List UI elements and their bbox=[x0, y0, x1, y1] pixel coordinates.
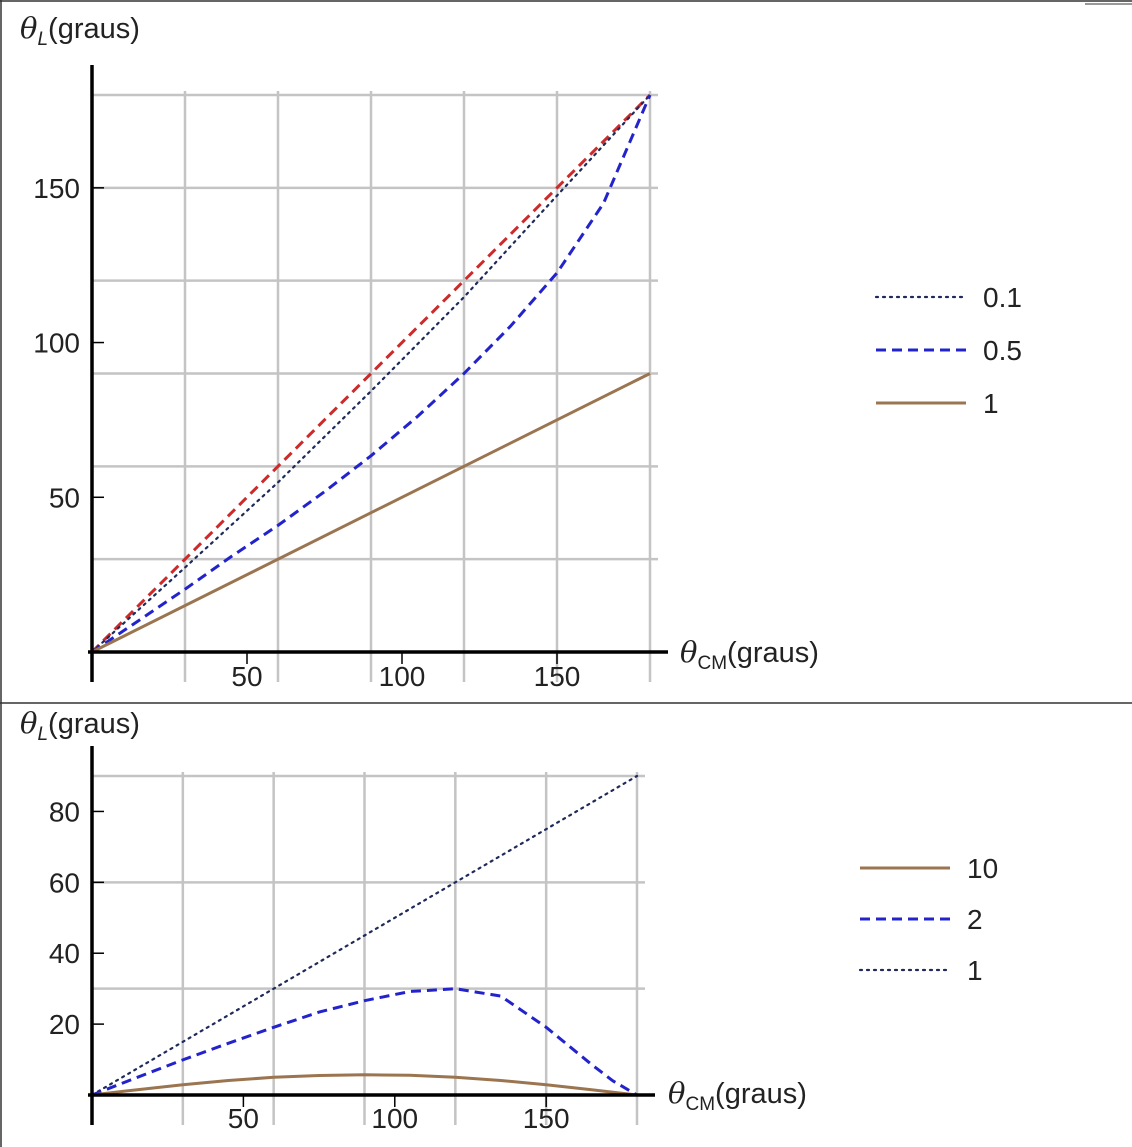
series-line-0.1 bbox=[90, 93, 652, 654]
x-tick-label: 150 bbox=[523, 1103, 570, 1134]
y-axis-label-bottom: θL(graus) bbox=[20, 706, 140, 745]
series-line-ref-0 bbox=[90, 93, 652, 654]
y-axis-symbol: θ bbox=[20, 11, 37, 45]
y-tick-label: 100 bbox=[33, 328, 80, 359]
x-tick-label: 50 bbox=[231, 661, 262, 692]
series-line-0.5 bbox=[91, 94, 652, 654]
grid-bottom bbox=[92, 772, 645, 1125]
x-axis-symbol: θ bbox=[668, 1076, 685, 1110]
legend-label: 2 bbox=[967, 904, 983, 935]
legend-label: 0.5 bbox=[983, 335, 1022, 366]
legend-bottom: 10 2 1 bbox=[858, 853, 998, 986]
legend-label: 0.1 bbox=[983, 282, 1022, 313]
x-axis-subscript: CM bbox=[685, 1094, 715, 1115]
series-group-top bbox=[90, 93, 652, 654]
series-group-bottom bbox=[90, 774, 639, 1097]
y-tick-label: 150 bbox=[33, 173, 80, 204]
x-axis-symbol: θ bbox=[680, 635, 697, 669]
x-axis-label-bottom: θCM(graus) bbox=[668, 1076, 807, 1115]
legend-label: 1 bbox=[983, 388, 999, 419]
legend-label: 1 bbox=[967, 955, 983, 986]
axes-bottom bbox=[88, 746, 655, 1125]
x-axis-label-top: θCM(graus) bbox=[680, 635, 819, 674]
legend-label: 10 bbox=[967, 853, 998, 884]
y-axis-subscript: L bbox=[37, 29, 48, 50]
x-tick-label: 150 bbox=[534, 661, 581, 692]
axes-top bbox=[88, 65, 668, 682]
x-axis-unit: (graus) bbox=[727, 637, 819, 669]
x-axis-unit: (graus) bbox=[715, 1078, 807, 1110]
y-tick-label: 50 bbox=[49, 482, 80, 513]
x-tick-label: 100 bbox=[379, 661, 426, 692]
series-line-10 bbox=[91, 1073, 638, 1097]
y-axis-symbol: θ bbox=[20, 706, 37, 740]
series-line-2 bbox=[91, 987, 638, 1097]
y-tick-label: 60 bbox=[49, 867, 80, 898]
ticks-top: 50 100 150 50 100 150 bbox=[33, 173, 580, 692]
series-line-1 bbox=[91, 372, 651, 654]
y-tick-label: 40 bbox=[49, 938, 80, 969]
x-tick-label: 50 bbox=[228, 1103, 259, 1134]
x-tick-label: 100 bbox=[371, 1103, 418, 1134]
y-axis-subscript: L bbox=[37, 724, 48, 745]
series-line-1 bbox=[90, 774, 639, 1097]
ticks-bottom: 50 100 150 20 40 60 80 bbox=[49, 796, 570, 1134]
y-axis-unit: (graus) bbox=[48, 13, 140, 45]
y-tick-label: 20 bbox=[49, 1009, 80, 1040]
y-tick-label: 80 bbox=[49, 796, 80, 827]
x-axis-subscript: CM bbox=[697, 653, 727, 674]
legend-top: 0.1 0.5 1 bbox=[874, 282, 1022, 419]
y-axis-unit: (graus) bbox=[48, 708, 140, 740]
y-axis-label-top: θL(graus) bbox=[20, 11, 140, 50]
